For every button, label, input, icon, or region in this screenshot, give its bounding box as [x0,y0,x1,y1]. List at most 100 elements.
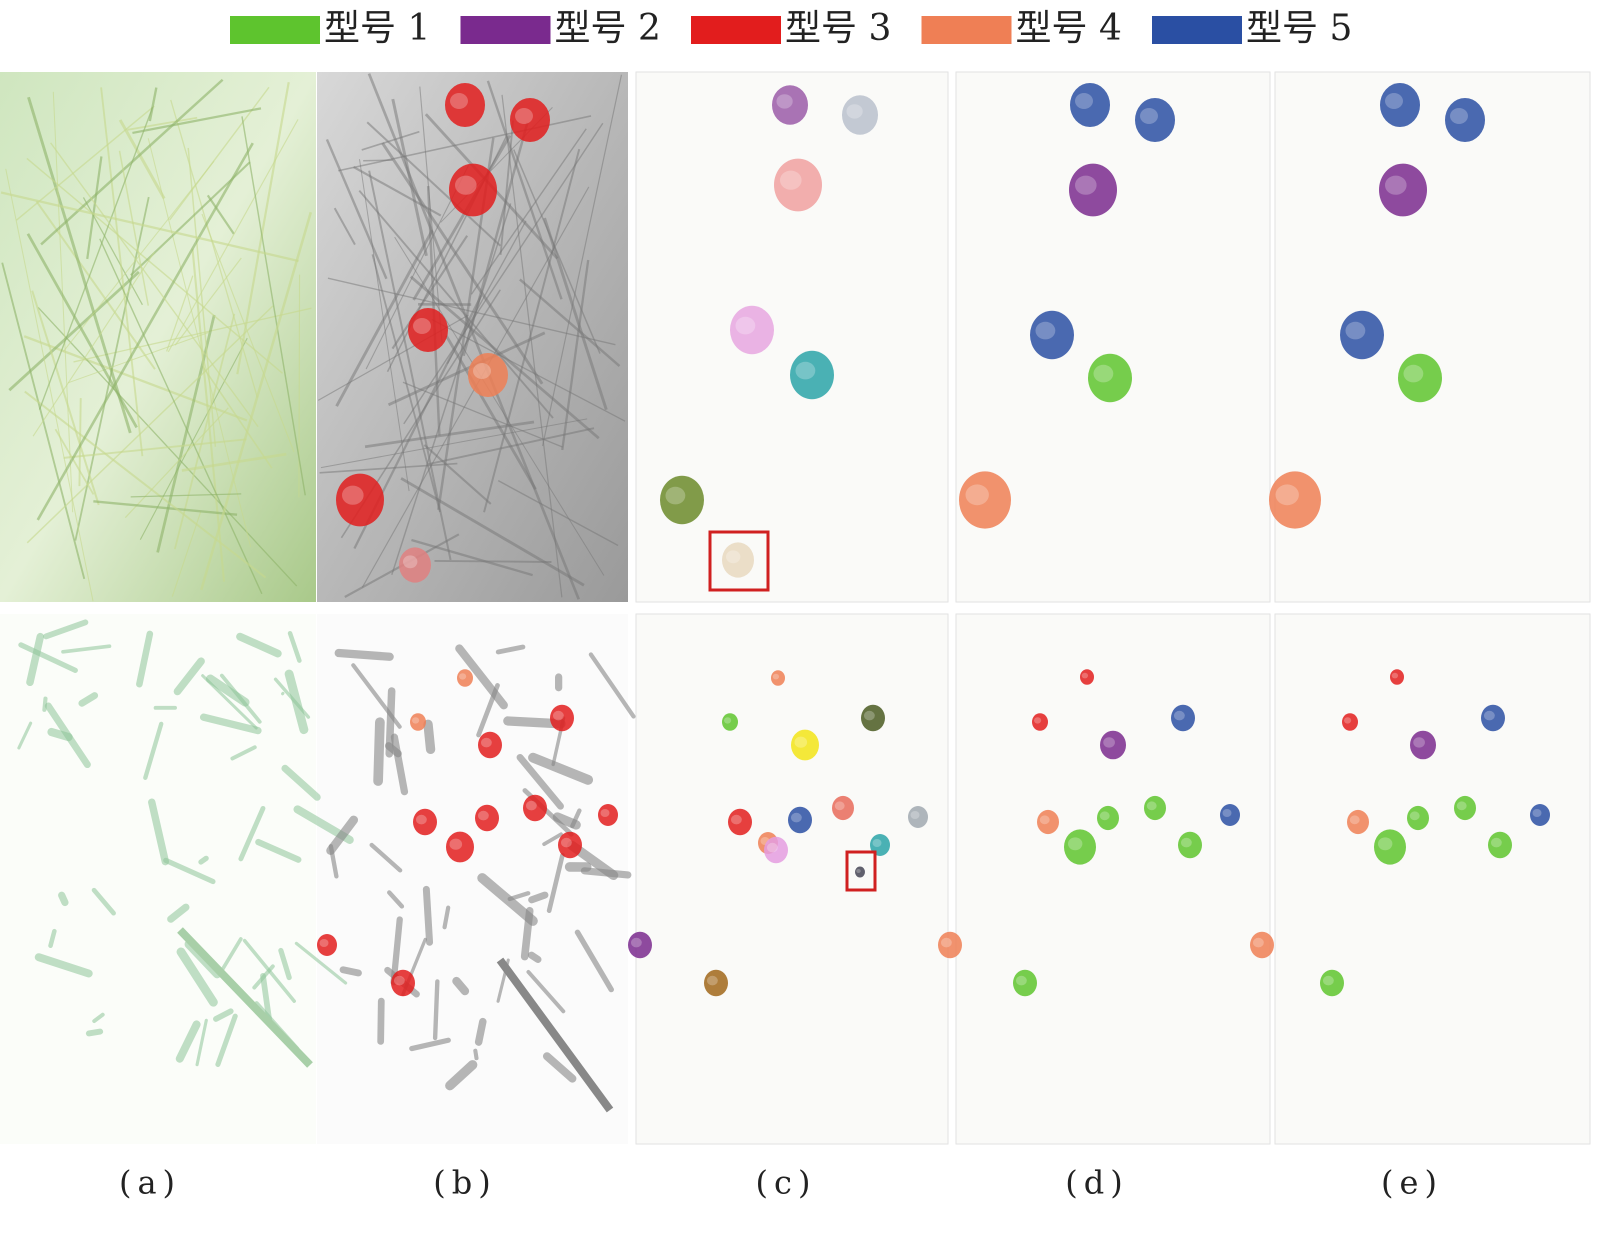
pipe [18,642,78,673]
pipe [423,719,436,755]
segment [1347,809,1369,835]
segment [1032,713,1048,731]
texture-line [201,213,295,453]
segment [842,95,878,135]
segment-detail [1345,321,1366,340]
texture-line [335,229,434,407]
texture-line [561,259,590,451]
segment-detail [776,94,793,109]
segment [774,158,822,212]
pipe [528,752,594,785]
pipe [136,630,154,688]
texture-line [400,477,585,587]
texture-line [411,538,533,577]
segment [1407,805,1429,831]
segment [598,804,618,826]
texture-line [0,191,299,263]
pipe [526,969,566,1014]
texture-line [359,159,410,492]
panel-caption: (e) [1381,1164,1443,1202]
segment-detail [342,485,364,505]
segment [1340,310,1384,360]
texture-line [427,427,595,466]
texture-line [130,493,242,498]
segment-detail [1016,975,1027,986]
pipe [230,745,257,761]
texture-line [181,452,287,472]
legend-swatch [230,16,320,44]
pipe [409,1037,451,1052]
segment [788,806,812,834]
texture-line [366,121,502,247]
segment-detail [481,737,492,748]
segment [1037,809,1059,835]
segment-detail [1450,108,1468,124]
legend-label: 型号 5 [1246,8,1352,49]
segment-detail [1456,801,1467,811]
pipe [167,903,190,923]
pipe [328,844,339,879]
pipe [281,764,321,801]
segment [336,473,384,527]
pipe [78,692,99,707]
segment [391,969,415,997]
texture-line [497,479,619,547]
texture-line [542,74,623,447]
texture-line [67,331,210,384]
texture-line [333,207,356,246]
pipe [175,1020,201,1063]
segment [1178,831,1202,859]
texture-line [148,87,158,122]
segment [550,704,574,732]
pipe [17,721,33,750]
texture-line [387,331,546,407]
segment-detail [872,839,882,847]
texture-line [403,122,604,425]
segment-detail [1103,737,1115,748]
pipe [34,953,93,978]
segment [457,669,473,687]
segment-detail [941,937,952,948]
texture-line [434,559,552,563]
pipe [542,832,563,847]
texture-line [36,142,254,521]
segment-detail [1035,321,1056,340]
pipe [455,644,508,710]
segment [1342,713,1358,731]
texture-line [26,233,138,429]
pipe [199,713,262,735]
texture-line [132,107,262,135]
segment-detail [1099,811,1110,821]
texture-line [50,142,259,428]
texture-line [26,305,274,544]
segment-detail [1323,975,1334,986]
segment-detail [707,975,718,986]
segment [791,729,819,761]
segment [771,670,785,686]
panel-d1 [955,71,1271,603]
pipe [373,717,385,786]
texture-line [402,381,563,448]
segment [772,85,808,125]
texture-line [320,418,588,469]
pipe [369,842,403,873]
segment-detail [553,710,564,721]
segment-detail [1532,809,1542,817]
pipe [452,976,470,996]
texture [0,73,636,1113]
pipe [85,1028,104,1037]
pipe [326,815,359,855]
pipe [177,927,313,1068]
segment-detail [1344,717,1352,724]
panel-e2 [1274,613,1591,1145]
panel-caption: (c) [756,1164,817,1202]
segment [722,713,738,731]
segment [1030,310,1074,360]
segment-detail [1409,811,1420,821]
pipe [176,947,218,1007]
segment [1135,98,1175,142]
segment-detail [846,104,863,119]
legend-label: 型号 1 [324,8,430,49]
segment-detail [791,812,802,823]
